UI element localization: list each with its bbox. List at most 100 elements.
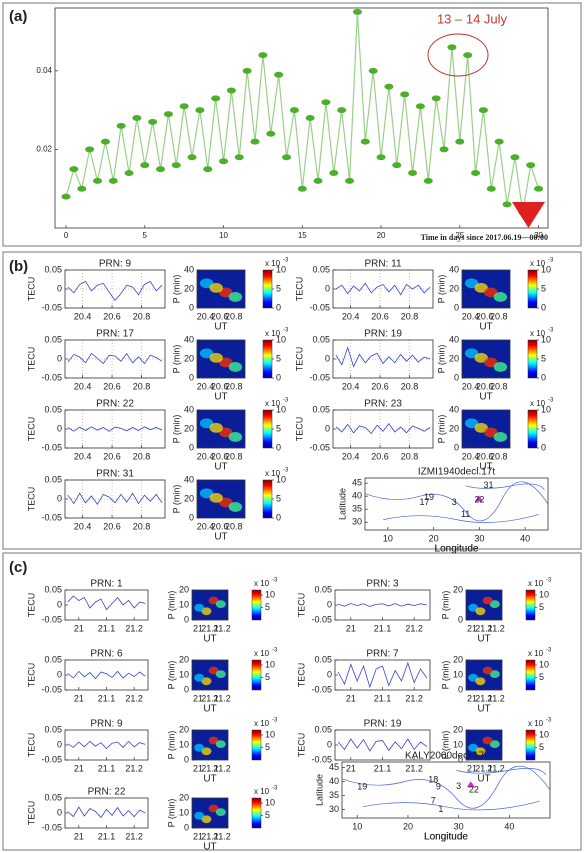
plot-frame bbox=[334, 589, 431, 621]
y-tick-label: 0 bbox=[57, 807, 62, 817]
x-axis-label: UT bbox=[203, 842, 216, 853]
data-point bbox=[486, 185, 496, 192]
x-tick-label: 21.1 bbox=[475, 763, 493, 773]
x-tick-label: 21 bbox=[346, 763, 356, 773]
data-point bbox=[384, 83, 394, 90]
plot-frame bbox=[332, 339, 434, 379]
marker-triangle bbox=[512, 202, 545, 228]
colorbar-tick-label: 10 bbox=[265, 589, 275, 599]
x-axis-label: UT bbox=[214, 462, 227, 473]
y-tick-label: 0 bbox=[57, 423, 62, 433]
data-point bbox=[148, 118, 158, 125]
colorbar-exponent: -3 bbox=[283, 328, 289, 334]
y-tick-label: 45 bbox=[329, 762, 339, 772]
x-tick-label: 10 bbox=[383, 533, 393, 543]
spectrogram-blob bbox=[464, 348, 479, 359]
y-tick-label: 0.05 bbox=[44, 404, 62, 414]
x-tick-label: 20.8 bbox=[133, 521, 151, 531]
y-tick-label: 0 bbox=[325, 283, 330, 293]
data-point bbox=[408, 170, 418, 176]
spectrogram-blob bbox=[474, 352, 488, 363]
y-tick-label: 40 bbox=[449, 264, 459, 274]
data-line bbox=[67, 280, 163, 302]
y-axis-label: P (min) bbox=[171, 345, 181, 374]
colorbar bbox=[527, 269, 538, 309]
plot-frame bbox=[461, 269, 511, 309]
x-axis-label: Longitude bbox=[424, 832, 468, 843]
y-tick-label: 20 bbox=[184, 423, 194, 433]
x-tick-label: 20.8 bbox=[133, 311, 151, 321]
x-tick-label: 20.6 bbox=[476, 311, 494, 321]
data-point bbox=[471, 170, 481, 176]
y-tick-label: -0.05 bbox=[41, 754, 62, 764]
x-tick-label: 20.4 bbox=[462, 311, 480, 321]
y-tick-label: 0 bbox=[57, 599, 62, 609]
y-tick-label: 0 bbox=[57, 739, 62, 749]
data-point bbox=[352, 8, 362, 15]
y-tick-label: 20 bbox=[453, 584, 463, 594]
y-tick-label: 20 bbox=[453, 724, 463, 734]
x-axis-label: UT bbox=[203, 774, 216, 785]
colorbar-exponent: -3 bbox=[548, 328, 554, 334]
colorbar-label: x 10 bbox=[265, 469, 281, 478]
y-axis-label: P (min) bbox=[440, 661, 450, 690]
y-tick-label: 0 bbox=[458, 684, 463, 694]
x-tick-label: 21.2 bbox=[487, 763, 505, 773]
data-point bbox=[345, 177, 355, 184]
plot-frame bbox=[196, 479, 246, 519]
y-tick-label: 10 bbox=[179, 669, 189, 679]
data-line bbox=[335, 346, 431, 368]
data-point bbox=[274, 71, 284, 78]
x-tick-label: 21.1 bbox=[98, 763, 116, 773]
x-tick-label: 21.2 bbox=[487, 693, 505, 703]
spectrogram-blob bbox=[228, 292, 243, 302]
y-tick-label: 0 bbox=[189, 302, 194, 312]
coastline bbox=[383, 514, 539, 523]
y-axis-label: P (min) bbox=[171, 275, 181, 304]
x-tick-label: 5 bbox=[143, 231, 148, 240]
colorbar-label: x 10 bbox=[530, 259, 546, 268]
x-axis-label: UT bbox=[479, 392, 492, 403]
data-point bbox=[305, 115, 315, 121]
spectrogram-blob bbox=[228, 432, 243, 442]
colorbar bbox=[525, 659, 536, 691]
colorbar-tick-label: 10 bbox=[276, 474, 286, 484]
y-axis-label: P (min) bbox=[436, 345, 446, 374]
data-point bbox=[132, 115, 142, 121]
x-tick-label: 21 bbox=[193, 831, 203, 841]
x-tick-label: 20.4 bbox=[197, 311, 215, 321]
colorbar-tick-label: 10 bbox=[265, 797, 275, 807]
data-line bbox=[337, 738, 428, 752]
spectrogram-blob bbox=[201, 815, 212, 824]
spectrogram-blob bbox=[209, 492, 223, 503]
data-point bbox=[431, 95, 441, 102]
x-tick-label: 21.2 bbox=[487, 623, 505, 633]
y-tick-label: 0 bbox=[327, 739, 332, 749]
colorbar bbox=[251, 589, 262, 621]
plot-title: PRN: 9 bbox=[90, 719, 123, 730]
spectrogram-blob bbox=[489, 600, 500, 608]
colorbar-label: x 10 bbox=[265, 329, 281, 338]
y-tick-label: 45 bbox=[352, 478, 362, 488]
prn-label: 9 bbox=[436, 782, 441, 792]
y-tick-label: 0 bbox=[189, 442, 194, 452]
y-tick-label: 40 bbox=[184, 334, 194, 344]
y-tick-label: 10 bbox=[179, 739, 189, 749]
colorbar-tick-label: 10 bbox=[276, 264, 286, 274]
x-axis-label: UT bbox=[477, 774, 490, 785]
data-line bbox=[335, 423, 431, 435]
colorbar-tick-label: 10 bbox=[276, 404, 286, 414]
colorbar-tick-label: 5 bbox=[276, 423, 281, 433]
x-tick-label: 20.6 bbox=[103, 451, 121, 461]
x-tick-label: 20.4 bbox=[342, 311, 360, 321]
x-axis-label: UT bbox=[477, 634, 490, 645]
coastline bbox=[341, 765, 551, 809]
x-axis-label: UT bbox=[479, 322, 492, 333]
plot-frame bbox=[334, 729, 431, 761]
colorbar-exponent: -3 bbox=[272, 648, 278, 654]
x-tick-label: 20.8 bbox=[225, 381, 243, 391]
y-tick-label: 0.05 bbox=[44, 654, 62, 664]
y-tick-label: 20 bbox=[179, 654, 189, 664]
data-point bbox=[124, 170, 134, 176]
colorbar-tick-label: 10 bbox=[541, 334, 551, 344]
